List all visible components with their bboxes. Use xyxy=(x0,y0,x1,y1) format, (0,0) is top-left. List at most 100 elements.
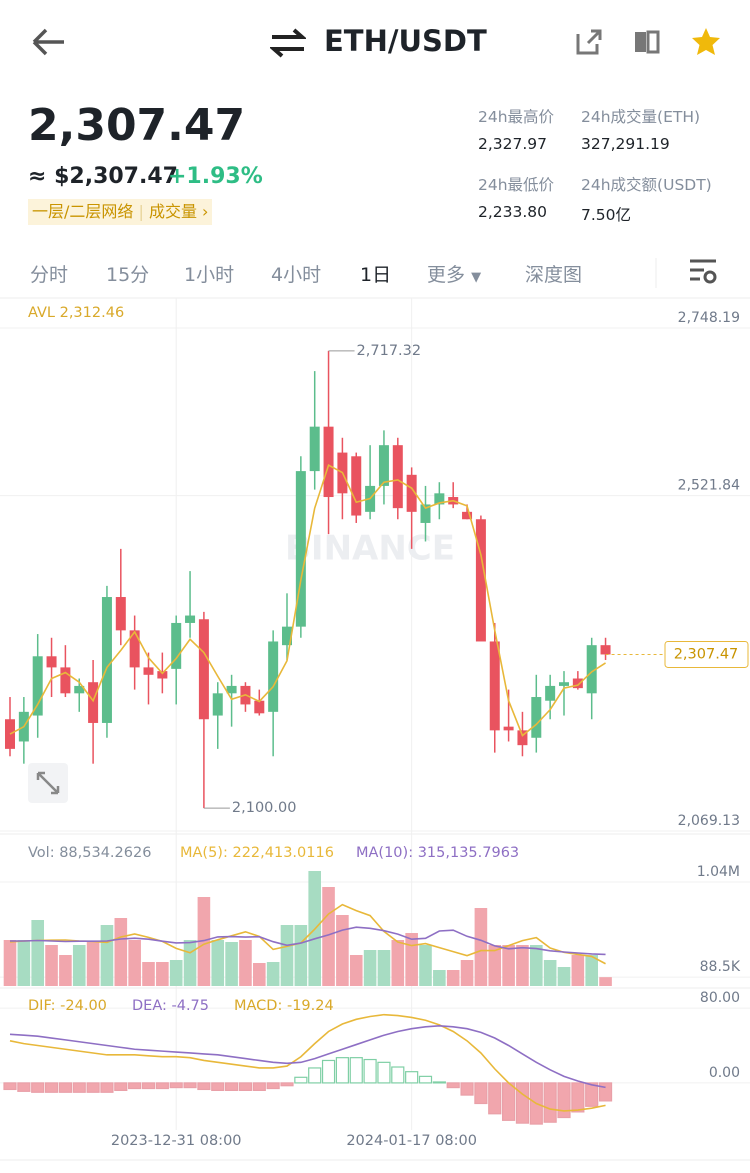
candle-body xyxy=(282,626,292,646)
macd-bar xyxy=(446,1082,460,1089)
volume-bar xyxy=(142,962,155,986)
macd-bar xyxy=(377,1061,391,1084)
macd-bar xyxy=(405,1071,419,1084)
tag[interactable]: 一层/二层网络 | 成交量 › xyxy=(28,199,213,225)
candle-body xyxy=(559,682,569,686)
candle-body xyxy=(545,685,556,701)
macd-bar xyxy=(183,1082,197,1089)
candle-body xyxy=(143,667,154,675)
y-tick-label: 2,748.19 xyxy=(678,310,740,326)
stat-value: 2,233.80 xyxy=(478,203,548,221)
volume-bar xyxy=(460,960,474,986)
volume-bar xyxy=(336,915,349,986)
settings-icon[interactable] xyxy=(688,258,718,286)
macd-bar xyxy=(155,1082,169,1090)
candle-body xyxy=(46,656,57,668)
volume-bar xyxy=(405,933,418,986)
candle-body xyxy=(268,641,279,712)
candle-body xyxy=(60,667,71,694)
stat-label: 24h最高价 xyxy=(478,108,555,126)
compare-icon[interactable] xyxy=(633,28,661,56)
macd-bar xyxy=(252,1082,266,1091)
macd-bar xyxy=(432,1081,446,1084)
tag-text: 一层/二层网络 xyxy=(32,202,134,221)
favorite-star[interactable] xyxy=(690,26,722,56)
macd-bar xyxy=(363,1058,377,1084)
usd-price: ≈ $2,307.47 xyxy=(28,164,178,189)
volume-bar xyxy=(571,955,585,986)
macd-bar xyxy=(418,1075,433,1084)
candle-body xyxy=(74,685,85,694)
macd-bar xyxy=(515,1082,530,1124)
tab-active[interactable]: 1日 xyxy=(360,264,392,286)
tab[interactable]: 深度图 xyxy=(525,264,583,286)
macd-bar xyxy=(391,1066,405,1084)
volume-bar xyxy=(183,940,197,986)
legend-entry: DIF: -24.00 xyxy=(28,998,107,1014)
macd-bar xyxy=(225,1082,239,1091)
macd-bar xyxy=(211,1082,225,1091)
candle-body xyxy=(157,671,168,679)
candle-body xyxy=(295,471,306,627)
macd-bar xyxy=(321,1059,336,1084)
candle-body xyxy=(171,622,182,669)
last-price: 2,307.47 xyxy=(28,100,246,151)
candle-body xyxy=(434,493,445,505)
volume-bar xyxy=(100,925,114,986)
macd-bar xyxy=(543,1082,557,1123)
volume-bar xyxy=(3,940,17,986)
candle-body xyxy=(212,693,223,716)
volume-bar xyxy=(128,940,141,986)
candle-body xyxy=(406,474,417,512)
stat-value: 7.50亿 xyxy=(581,206,632,224)
volume-bar xyxy=(280,925,294,986)
stat-value: 327,291.19 xyxy=(581,135,670,153)
tab[interactable]: 1小时 xyxy=(184,264,235,286)
x-tick-label: 2023-12-31 08:00 xyxy=(111,1133,242,1149)
stat-label: 24h最低价 xyxy=(478,176,555,194)
legend-entry: Vol: 88,534.2626 xyxy=(28,845,151,861)
ma-line xyxy=(9,464,606,737)
tab[interactable]: 分时 xyxy=(30,264,69,286)
volume-bar xyxy=(239,940,252,986)
share-icon[interactable] xyxy=(575,28,603,56)
y-tick-label: 2,069.13 xyxy=(678,813,740,829)
volume-bar xyxy=(31,920,44,986)
volume-bar xyxy=(516,945,529,986)
volume-bar xyxy=(585,955,598,986)
macd-bar xyxy=(460,1082,474,1096)
back-button[interactable] xyxy=(30,26,68,58)
swap-icon[interactable] xyxy=(270,28,306,58)
volume-bar xyxy=(156,962,169,986)
macd-bar xyxy=(31,1082,45,1093)
macd-bar xyxy=(585,1082,599,1107)
last-price-box xyxy=(664,640,749,668)
macd-bar xyxy=(502,1082,516,1121)
volume-bar xyxy=(86,942,100,986)
candle-body xyxy=(254,700,265,714)
candle-body xyxy=(489,641,500,731)
expand-button[interactable] xyxy=(28,763,68,803)
volume-bar xyxy=(530,945,543,986)
tab[interactable]: 15分 xyxy=(106,264,150,286)
macd-bar xyxy=(557,1082,571,1119)
volume-bar xyxy=(446,970,460,986)
candle-body xyxy=(226,685,237,694)
legend-entry: DEA: -4.75 xyxy=(132,998,209,1014)
high-label: 2,717.32 xyxy=(357,343,422,359)
tab[interactable]: 4小时 xyxy=(271,264,322,286)
candle-body xyxy=(323,426,334,498)
volume-bar xyxy=(294,925,308,986)
volume-bar xyxy=(377,950,391,986)
y-tick-label: 88.5K xyxy=(700,959,741,975)
candle-body xyxy=(392,445,403,509)
tab[interactable]: 更多 ▼ xyxy=(427,264,482,286)
macd-bar xyxy=(280,1082,294,1087)
macd-bar xyxy=(335,1057,349,1084)
volume-ma-line xyxy=(10,926,606,956)
volume-bar xyxy=(59,955,72,986)
legend-entry: MA(10): 315,135.7963 xyxy=(356,845,519,861)
stat-value: 2,327.97 xyxy=(478,135,548,153)
